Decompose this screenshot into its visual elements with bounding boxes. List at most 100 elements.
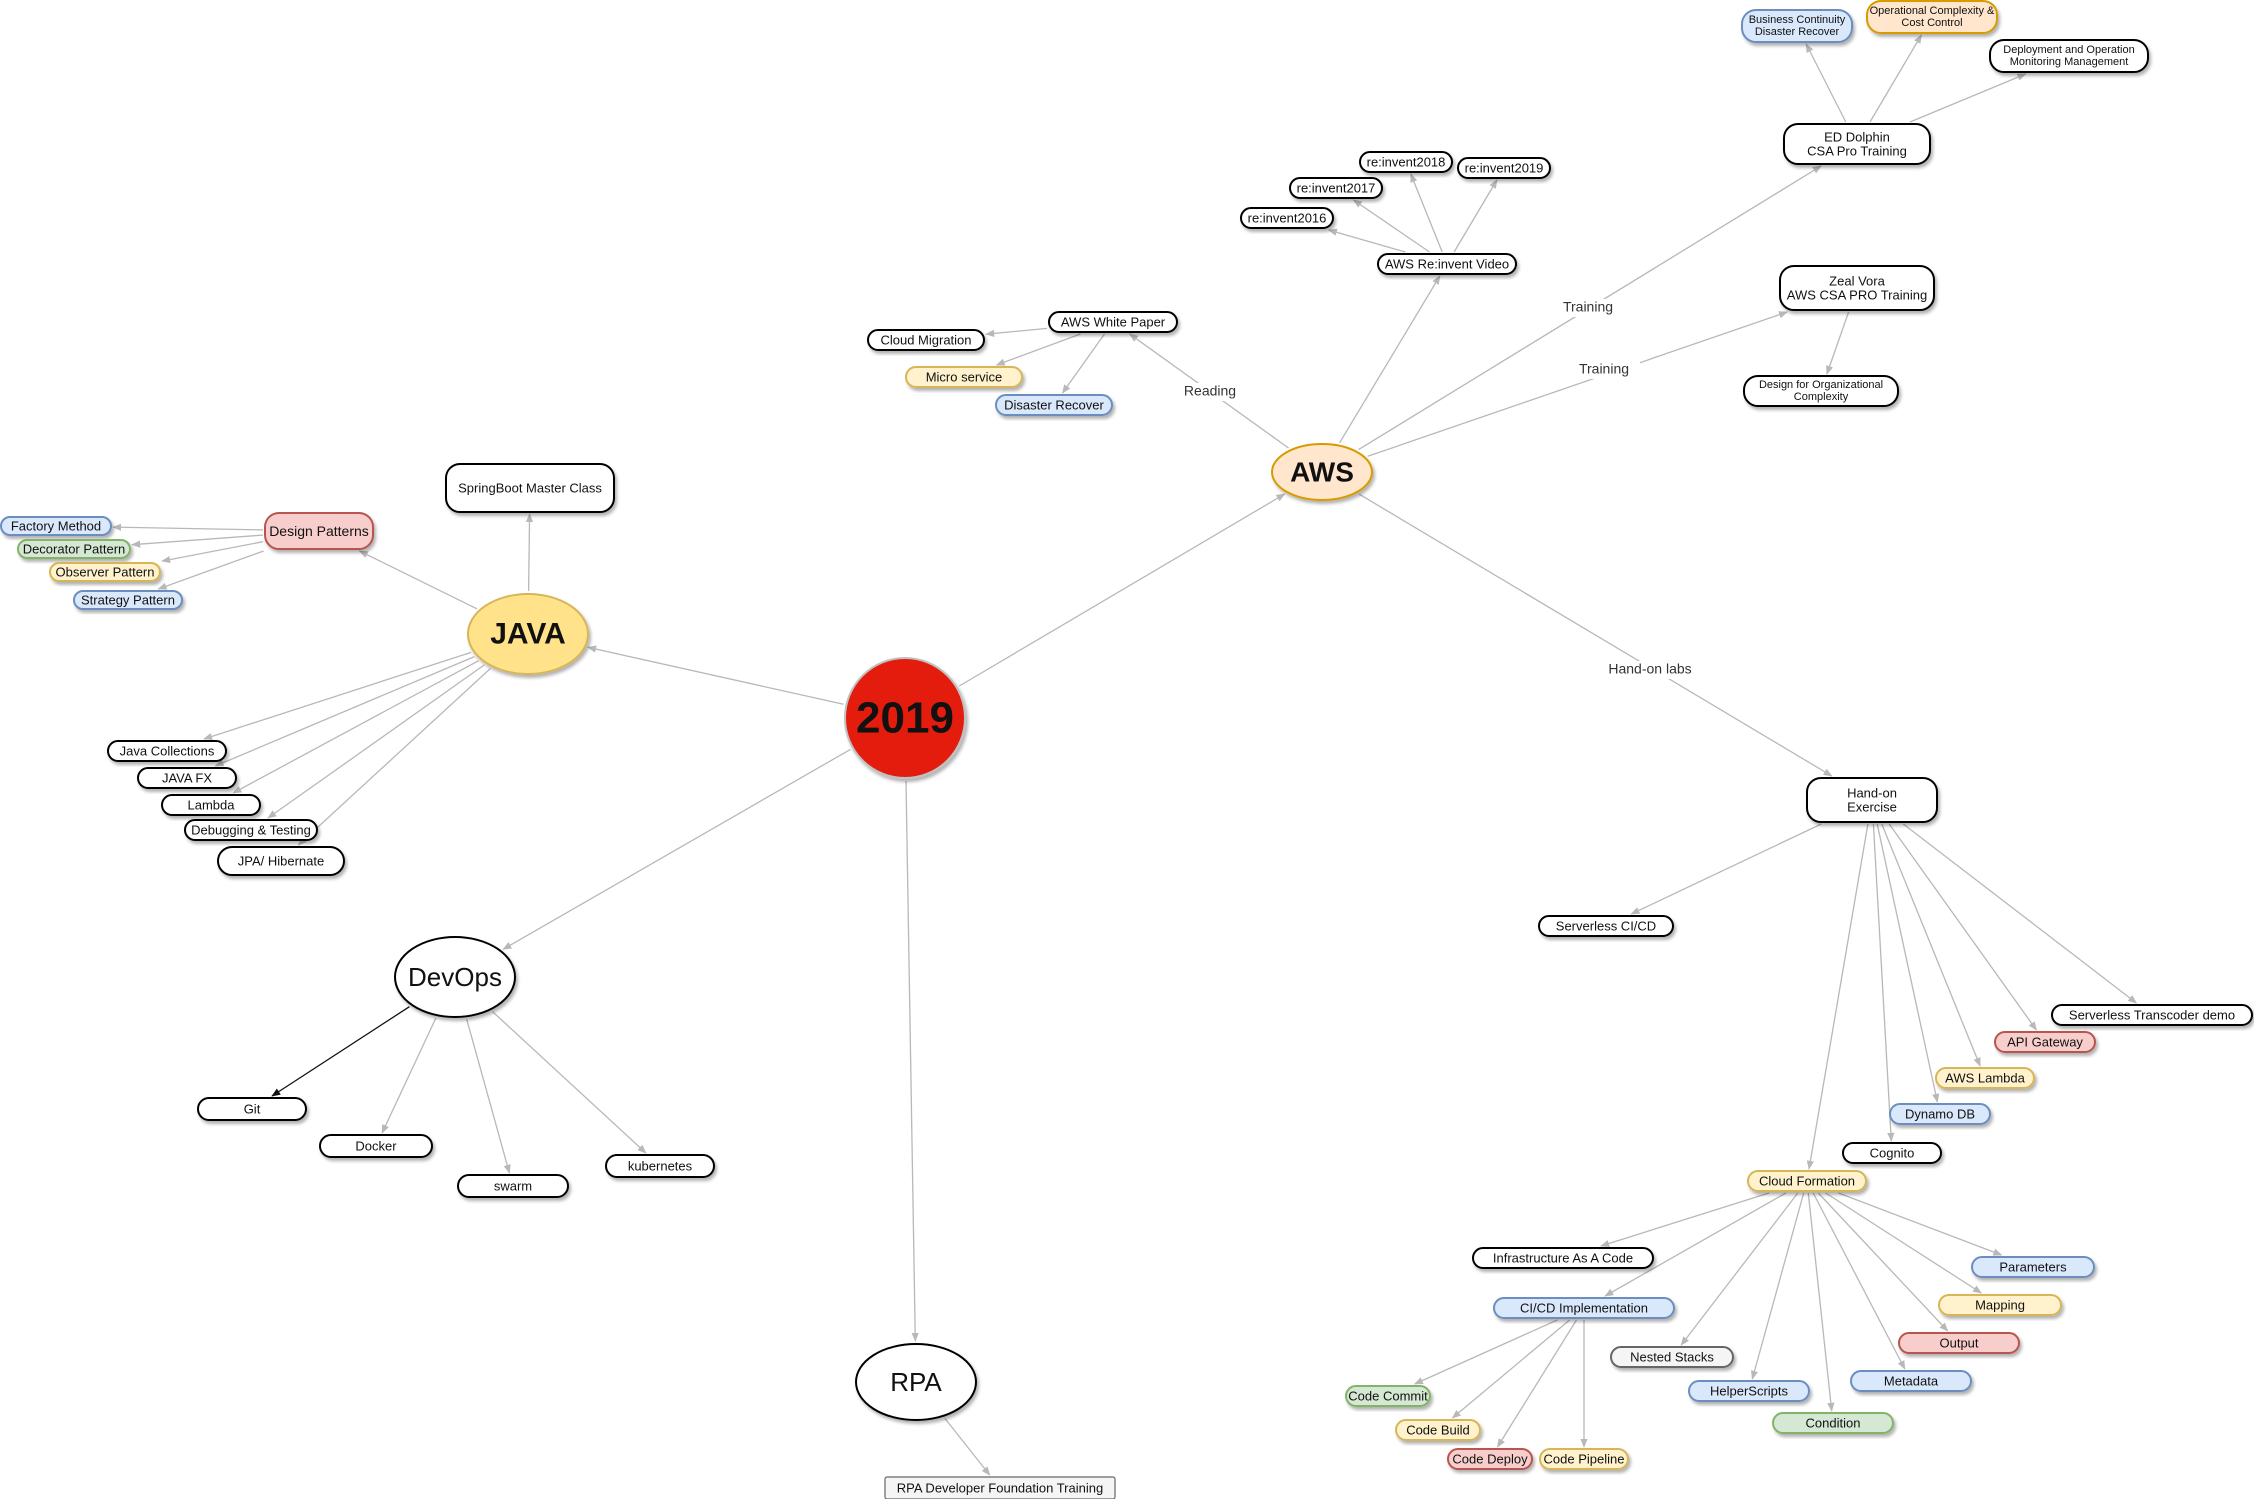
node-cloudmig[interactable]: Cloud Migration [867,329,985,351]
node-reinvent[interactable]: AWS Re:invent Video [1377,253,1517,275]
node-cbuild[interactable]: Code Build [1395,1419,1481,1441]
connector-eddolphin-to-bcdr [1805,43,1847,123]
node-output[interactable]: Output [1898,1332,2020,1354]
node-observer[interactable]: Observer Pattern [49,562,161,582]
node-lambda[interactable]: Lambda [161,794,261,816]
node-metadata[interactable]: Metadata [1850,1370,1972,1392]
node-jpa[interactable]: JPA/ Hibernate [217,846,345,876]
node-apigw[interactable]: API Gateway [1994,1031,2096,1053]
connector-label-hand-on-labs: Hand-on labs [1608,661,1691,677]
node-jcoll[interactable]: Java Collections [107,740,227,762]
node-shape [1395,1419,1481,1441]
node-label: Nested Stacks [1630,1350,1714,1365]
connector-reinvent-to-ri2019 [1453,179,1498,253]
node-opcx[interactable]: Operational Complexity &Cost Control [1866,0,1998,34]
node-cfn[interactable]: Cloud Formation [1747,1170,1867,1192]
node-shape [855,1343,977,1421]
node-shape [184,819,318,841]
node-sltrans[interactable]: Serverless Transcoder demo [2051,1004,2253,1026]
node-debug[interactable]: Debugging & Testing [184,819,318,841]
node-javafx[interactable]: JAVA FX [137,767,237,789]
connector-java-to-debug [267,664,485,819]
node-shape [161,794,261,816]
node-label: JPA/ Hibernate [238,854,324,869]
node-label: Mapping [1975,1298,2025,1313]
node-strategy[interactable]: Strategy Pattern [73,590,183,610]
node-iac[interactable]: Infrastructure As A Code [1472,1247,1654,1269]
node-label: re:invent2017 [1297,181,1376,196]
node-shape [1538,915,1674,937]
node-shape [1741,9,1853,43]
connector-y2019-to-rpa [905,780,919,1342]
node-design[interactable]: Design Patterns [264,512,374,550]
node-condition[interactable]: Condition [1772,1412,1894,1434]
node-shape [1783,123,1931,165]
node-devops[interactable]: DevOps [394,936,516,1018]
node-disrec[interactable]: Disaster Recover [995,394,1113,416]
connector-devops-to-git [271,1006,410,1097]
node-shape [1779,265,1935,311]
node-ccommit[interactable]: Code Commit [1345,1385,1431,1407]
node-ri2018[interactable]: re:invent2018 [1359,151,1453,173]
node-label: AWS Lambda [1945,1071,2025,1086]
connector-java-to-jpa [297,668,491,846]
connector-design-to-factory [112,523,264,531]
node-cdeploy[interactable]: Code Deploy [1447,1448,1533,1470]
node-label: Disaster Recover [1004,398,1104,413]
node-ri2016[interactable]: re:invent2016 [1240,207,1334,229]
node-decorator[interactable]: Decorator Pattern [17,539,131,559]
node-cicd[interactable]: CI/CD Implementation [1493,1297,1675,1319]
node-whitepaper[interactable]: AWS White Paper [1048,311,1178,333]
connector-devops-to-swarm [466,1019,511,1174]
node-label: Business Continuity [1749,14,1846,26]
connector-whitepaper-to-microsvc [995,333,1081,366]
node-factory[interactable]: Factory Method [0,516,112,536]
node-label: Disaster Recover [1755,26,1840,38]
node-shape [1971,1256,2095,1278]
node-shape [107,740,227,762]
node-swarm[interactable]: swarm [457,1174,569,1198]
node-label: API Gateway [2007,1035,2083,1050]
node-k8s[interactable]: kubernetes [605,1154,715,1178]
node-params[interactable]: Parameters [1971,1256,2095,1278]
node-cpipe[interactable]: Code Pipeline [1539,1448,1629,1470]
node-slcicd[interactable]: Serverless CI/CD [1538,915,1674,937]
node-dynamo[interactable]: Dynamo DB [1889,1103,1991,1125]
node-java[interactable]: JAVA [467,593,589,675]
node-rpa_found[interactable]: RPA Developer Foundation Training [884,1476,1116,1499]
node-docker[interactable]: Docker [319,1134,433,1158]
node-label: Code Deploy [1452,1452,1528,1467]
node-shape [1377,253,1517,275]
node-ri2019[interactable]: re:invent2019 [1457,157,1551,179]
node-rpa[interactable]: RPA [855,1343,977,1421]
node-label: Decorator Pattern [23,542,126,557]
node-shape [995,394,1113,416]
node-aws[interactable]: AWS [1271,443,1373,501]
node-microsvc[interactable]: Micro service [905,366,1023,388]
connector-java-to-lambda [232,660,479,794]
connector-label-background [1568,361,1640,379]
connector-cfn-to-params [1838,1192,2003,1256]
node-mapping[interactable]: Mapping [1938,1294,2062,1316]
node-awslambda[interactable]: AWS Lambda [1935,1067,2035,1089]
connector-cfn-to-condition [1807,1192,1835,1412]
node-git[interactable]: Git [197,1097,307,1121]
node-nested[interactable]: Nested Stacks [1610,1346,1734,1368]
node-shape [884,1476,1116,1499]
node-y2019[interactable]: 2019 [844,657,966,779]
node-shape [0,516,112,536]
connector-handon-to-cognito [1872,823,1895,1142]
node-shape [1850,1370,1972,1392]
node-shape [1539,1448,1629,1470]
node-ri2017[interactable]: re:invent2017 [1289,177,1383,199]
node-cognito[interactable]: Cognito [1842,1142,1942,1164]
node-springboot[interactable]: SpringBoot Master Class [445,463,615,513]
node-helper[interactable]: HelperScripts [1688,1380,1810,1402]
node-shape [1472,1247,1654,1269]
